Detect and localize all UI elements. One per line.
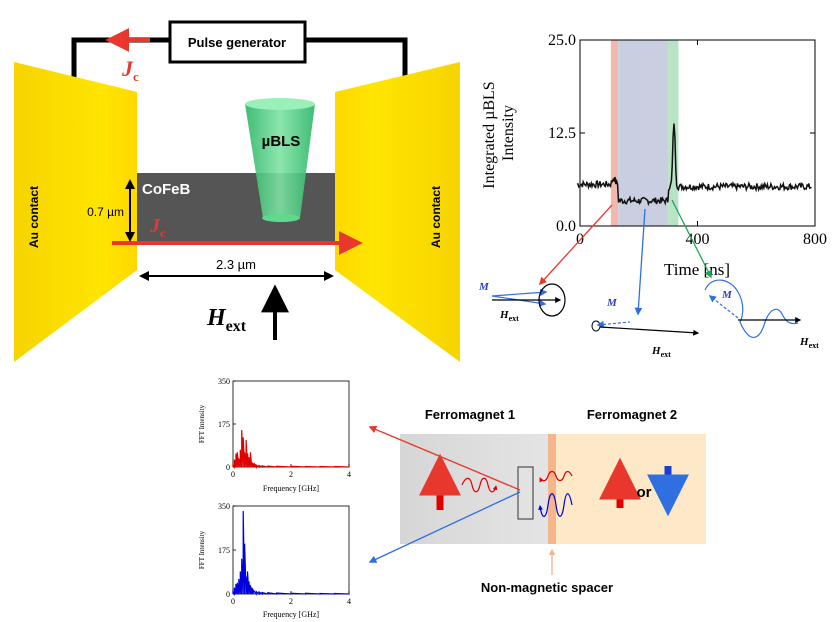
fft-bottom-xtick-label: 0 — [231, 597, 235, 606]
fft-top-xtick-label: 4 — [347, 470, 351, 479]
hext-label: Hext — [206, 305, 247, 335]
precession-sketch-2: M Hext — [591, 297, 700, 359]
spin-wave-red-return — [539, 470, 573, 483]
circuit-wire-right — [305, 37, 408, 92]
fft-chart-top: 0 175 350 0 2 4 FFT Intensity Frequency [GHz] — [198, 377, 351, 493]
au-contact-left — [14, 62, 137, 362]
or-label: or — [637, 484, 652, 501]
ubls-beam — [245, 104, 315, 218]
time-chart-ticks: 04008000.012.525.0 — [548, 32, 827, 248]
pointer-green — [671, 199, 712, 279]
m-vector-3 — [708, 295, 739, 319]
time-ytick-label: 0.0 — [556, 218, 576, 235]
hext-label-2: Hext — [651, 345, 671, 359]
fft-top-ylabel: FFT Intensity — [198, 404, 206, 443]
pulse-generator-label: Pulse generator — [188, 35, 286, 50]
time-ytick-label: 12.5 — [548, 125, 576, 142]
cofeb-label: CoFeB — [142, 181, 191, 198]
fft-bottom-ytick-label: 0 — [226, 590, 230, 599]
fft-bottom-frame — [232, 505, 350, 595]
thickness-label: 0.7 µm — [87, 205, 124, 219]
spin-wave-fm1 — [461, 477, 498, 493]
ferromagnet-1-label: Ferromagnet 1 — [425, 407, 515, 422]
spin-wave-blue-return — [538, 493, 573, 517]
fft-bottom-xtick-label: 4 — [347, 597, 351, 606]
current-label-film: Jc — [149, 215, 166, 240]
fft-top-ytick-label: 350 — [218, 377, 230, 386]
fft-bottom-trace — [232, 510, 350, 597]
fft-bottom-ytick-label: 350 — [218, 502, 230, 511]
m-label-1: M — [478, 281, 490, 293]
device-schematic: Pulse generator Jc Au contact Au contact… — [14, 20, 460, 362]
time-chart-xlabel: Time [ns] — [664, 260, 730, 279]
fft-bottom-xlabel: Frequency [GHz] — [263, 610, 320, 619]
au-contact-left-label: Au contact — [27, 186, 41, 248]
fft-top-ytick-label: 175 — [218, 420, 230, 429]
hext-vector-2 — [599, 326, 700, 336]
precession-cone-2 — [591, 320, 601, 332]
pointer-red — [538, 204, 613, 286]
au-contact-right-label: Au contact — [429, 186, 443, 248]
precession-sketch-3: M Hext — [704, 279, 819, 350]
m-label-2: M — [606, 297, 618, 309]
m-vector-2 — [596, 320, 631, 329]
time-chart: 04008000.012.525.0 Integrated µBLS Inten… — [481, 32, 827, 279]
spacer-layer — [548, 434, 556, 544]
hext-label-3: Hext — [799, 336, 819, 350]
ferromagnet-1-block — [400, 434, 548, 544]
fft-top-xtick-label: 2 — [289, 470, 293, 479]
precession-sketch-1: M Hext — [478, 281, 566, 323]
hext-label-1: Hext — [499, 309, 519, 323]
layered-structure: Ferromagnet 1 Ferromagnet 2 or Non-magne… — [368, 407, 706, 595]
fft-chart-bottom: 0 175 350 0 2 4 FFT Intensity Frequency [GHz] — [198, 502, 351, 619]
time-xtick-label: 400 — [686, 231, 710, 248]
current-label-top: Jc — [121, 56, 139, 84]
time-band-0 — [610, 40, 619, 226]
ubls-beam-spot — [262, 214, 300, 222]
precession-cone-1 — [538, 283, 566, 317]
time-chart-ylabel: Integrated µBLS Intensity — [481, 77, 517, 188]
ferromagnet-2-block — [556, 434, 706, 544]
time-ytick-label: 25.0 — [548, 32, 576, 49]
ferromagnet-2-label: Ferromagnet 2 — [587, 407, 677, 422]
spacer-label: Non-magnetic spacer — [481, 580, 613, 595]
fft-bottom-ticks: 0 175 350 0 2 4 — [218, 502, 351, 606]
fft-top-ytick-label: 0 — [226, 463, 230, 472]
ubls-beam-top — [245, 98, 315, 110]
pointer-blue — [634, 208, 646, 316]
pointer-to-fft-bottom — [368, 491, 521, 563]
fft-top-xlabel: Frequency [GHz] — [263, 484, 320, 493]
pulse-generator-box — [168, 20, 307, 64]
time-chart-trace — [576, 123, 812, 207]
time-xtick-label: 800 — [803, 231, 827, 248]
fft-top-trace — [232, 430, 350, 470]
fft-top-xtick-label: 0 — [231, 470, 235, 479]
m-vector-1 — [491, 288, 548, 297]
fft-bottom-ytick-label: 175 — [218, 546, 230, 555]
precession-spiral-3 — [704, 279, 799, 338]
pointer-to-fft-top — [368, 425, 521, 491]
m-label-3: M — [721, 289, 733, 301]
fft-bottom-xtick-label: 2 — [289, 597, 293, 606]
ubls-label: µBLS — [262, 133, 301, 150]
width-label: 2.3 µm — [216, 257, 256, 272]
fft-bottom-ylabel: FFT Intensity — [198, 530, 206, 569]
au-contact-right — [335, 62, 460, 362]
time-band-1 — [618, 40, 669, 226]
